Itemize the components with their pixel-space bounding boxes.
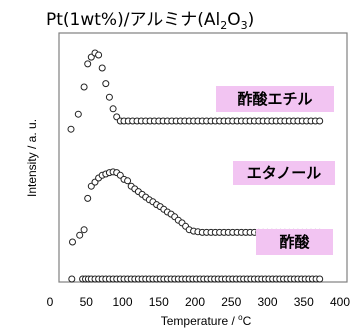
title-sub-2: 3 (241, 19, 248, 32)
data-point (80, 83, 88, 91)
x-tick-label: 300 (257, 295, 277, 309)
data-point (316, 117, 324, 125)
data-point (68, 275, 76, 283)
data-point (74, 110, 82, 118)
series-label: 酢酸 (279, 233, 310, 251)
data-point (124, 177, 132, 185)
data-point (69, 238, 76, 246)
data-point (316, 275, 324, 283)
x-tick-label: 200 (185, 295, 205, 309)
x-tick-label: 400 (330, 295, 350, 309)
data-points (67, 49, 324, 283)
x-axis-label: Temperature / oC (161, 313, 252, 328)
data-point (105, 93, 113, 101)
title-main: Pt(1wt%)/アルミナ(Al (46, 10, 220, 30)
title-sub-1: 2 (220, 19, 227, 32)
series-label-box (256, 229, 333, 255)
title-end: ) (248, 10, 255, 30)
title-mid: O (227, 10, 240, 30)
data-point (95, 51, 103, 59)
x-axis-ticks: 0 50 100 150 200 250 300 350 400 (47, 295, 351, 309)
x-axis-label-sup: o (238, 313, 243, 322)
x-tick-label: 100 (112, 295, 132, 309)
chart-title: Pt(1wt%)/アルミナ(Al2O3) (46, 10, 254, 32)
data-point (109, 105, 117, 113)
data-point (102, 80, 110, 88)
x-tick-label: 150 (149, 295, 169, 309)
data-point (80, 226, 88, 234)
data-point (84, 194, 92, 202)
y-axis-label: Intensity / a. u. (25, 119, 39, 197)
x-tick-label: 350 (294, 295, 314, 309)
data-point (98, 64, 106, 72)
data-point (76, 231, 84, 239)
series-label: エタノール (247, 164, 322, 182)
series-label: 酢酸エチル (237, 90, 312, 108)
series-label-box (233, 161, 335, 185)
series-label-box (216, 86, 334, 112)
data-point (84, 60, 92, 68)
x-axis-label-pre: Temperature / (161, 314, 238, 328)
x-tick-label: 50 (80, 295, 94, 309)
x-tick-label: 250 (221, 295, 241, 309)
x-axis-label-post: C (243, 314, 252, 328)
data-point (67, 125, 75, 133)
x-tick-label: 0 (47, 295, 54, 309)
